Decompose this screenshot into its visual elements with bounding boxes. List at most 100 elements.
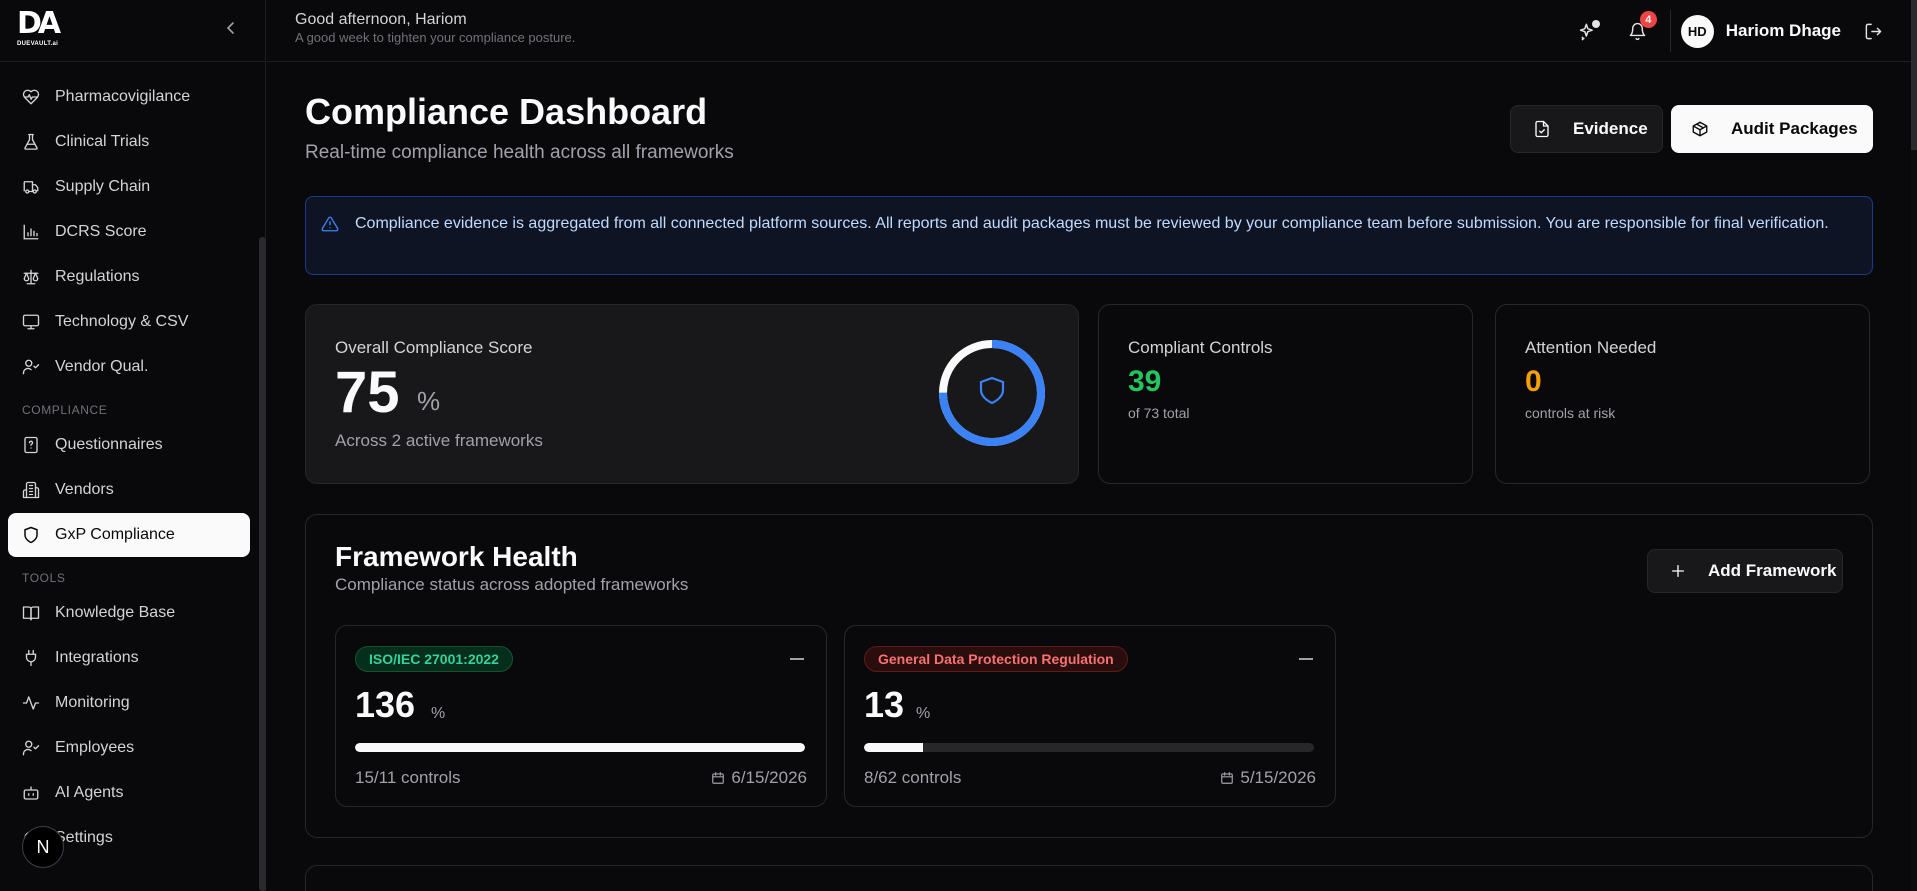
ai-assistant-button[interactable]	[1574, 17, 1602, 45]
sidebar-item-pharmacovigilance[interactable]: Pharmacovigilance	[8, 75, 250, 119]
sidebar-item-label: Clinical Trials	[55, 133, 150, 150]
overall-score-card: Overall Compliance Score 75 % Across 2 a…	[305, 304, 1079, 484]
sidebar-item-gxp-compliance[interactable]: GxP Compliance	[8, 513, 250, 557]
framework-health-subtitle: Compliance status across adopted framewo…	[335, 575, 689, 594]
sidebar-item-label: DCRS Score	[55, 223, 147, 240]
shield-icon	[22, 526, 40, 544]
score-ring	[939, 340, 1045, 446]
audit-packages-button[interactable]: Audit Packages	[1671, 105, 1873, 153]
calendar-icon	[711, 771, 725, 785]
main-scrollbar-track	[1911, 0, 1917, 891]
status-dot	[1591, 20, 1600, 28]
compliant-controls-label: Compliant Controls	[1128, 338, 1273, 357]
header-divider	[1669, 10, 1671, 52]
logout-button[interactable]	[1859, 17, 1887, 45]
overall-score-label: Overall Compliance Score	[335, 338, 533, 357]
collapse-sidebar-button[interactable]	[222, 18, 240, 38]
framework-card-iso27001[interactable]: ISO/IEC 27001:2022 136 % 15/11 controls …	[335, 625, 827, 807]
audit-packages-button-label: Audit Packages	[1731, 119, 1858, 138]
bot-icon	[22, 784, 40, 802]
framework-menu-button[interactable]	[1299, 658, 1313, 660]
sidebar-item-monitoring[interactable]: Monitoring	[8, 681, 250, 725]
sidebar-item-clinical-trials[interactable]: Clinical Trials	[8, 120, 250, 164]
evidence-button-label: Evidence	[1573, 119, 1648, 138]
framework-percent: 136	[355, 684, 416, 725]
dev-badge-letter: N	[36, 836, 50, 857]
heart-pulse-icon	[22, 88, 40, 106]
attention-needed-card: Attention Needed 0 controls at risk	[1495, 304, 1870, 484]
chevron-left-icon	[226, 22, 234, 34]
notice-text: Compliance evidence is aggregated from a…	[355, 215, 1829, 232]
sidebar-item-questionnaires[interactable]: Questionnaires	[8, 423, 250, 467]
building-icon	[22, 481, 40, 499]
user-check-icon	[22, 358, 40, 376]
framework-menu-button[interactable]	[790, 658, 804, 660]
sidebar-item-technology-csv[interactable]: Technology & CSV	[8, 300, 250, 344]
logout-icon	[1865, 23, 1881, 39]
user-check-icon	[22, 739, 40, 757]
sidebar-item-vendor-qual[interactable]: Vendor Qual.	[8, 345, 250, 389]
notification-count-badge: 4	[1639, 11, 1657, 28]
framework-controls-count: 15/11 controls	[355, 768, 461, 787]
due-date-text: 6/15/2026	[731, 768, 807, 787]
activity-icon	[22, 694, 40, 712]
scale-icon	[22, 268, 40, 286]
framework-health-title: Framework Health	[335, 541, 578, 572]
sidebar-item-label: Pharmacovigilance	[55, 88, 191, 105]
file-question-icon	[22, 436, 40, 454]
sidebar-item-integrations[interactable]: Integrations	[8, 636, 250, 680]
overall-score-unit: %	[417, 386, 441, 416]
sidebar-item-regulations[interactable]: Regulations	[8, 255, 250, 299]
add-framework-label: Add Framework	[1708, 561, 1837, 580]
sidebar-scrollbar[interactable]	[259, 237, 266, 891]
sidebar-item-label: Integrations	[55, 649, 139, 666]
sidebar-item-dcrs-score[interactable]: DCRS Score	[8, 210, 250, 254]
notifications-button[interactable]: 4	[1624, 11, 1657, 45]
top-header: Good afternoon, Hariom A good week to ti…	[267, 0, 1911, 62]
sidebar-item-label: Questionnaires	[55, 436, 163, 453]
sidebar-item-label: Technology & CSV	[55, 313, 189, 330]
calendar-icon	[1220, 771, 1234, 785]
attention-needed-value: 0	[1525, 365, 1542, 398]
sidebar-item-label: Settings	[55, 829, 113, 846]
shield-icon	[979, 376, 1005, 405]
add-framework-button[interactable]: Add Framework	[1647, 549, 1843, 593]
main-scrollbar[interactable]	[1911, 0, 1917, 150]
truck-icon	[22, 178, 40, 196]
framework-progress-bar	[864, 743, 1314, 752]
sidebar-item-label: Employees	[55, 739, 135, 756]
sidebar-item-knowledge-base[interactable]: Knowledge Base	[8, 591, 250, 635]
sidebar-item-ai-agents[interactable]: AI Agents	[8, 771, 250, 815]
framework-card-gdpr[interactable]: General Data Protection Regulation 13 % …	[844, 625, 1336, 807]
greeting-subtitle: A good week to tighten your compliance p…	[295, 30, 576, 45]
user-name[interactable]: Hariom Dhage	[1725, 21, 1841, 40]
framework-due-date: 5/15/2026	[1220, 768, 1316, 788]
sidebar-item-label: Vendors	[55, 481, 114, 498]
alert-triangle-icon	[321, 215, 339, 238]
framework-percent-unit: %	[916, 705, 931, 722]
sidebar-item-label: AI Agents	[55, 784, 124, 801]
sidebar-item-label: Monitoring	[55, 694, 130, 711]
progress-fill	[864, 743, 923, 752]
framework-controls-count: 8/62 controls	[864, 768, 962, 787]
bell-icon	[1629, 22, 1646, 40]
sidebar-item-employees[interactable]: Employees	[8, 726, 250, 770]
duevault-logo[interactable]: DA DUEVAULT.ai	[17, 9, 61, 49]
evidence-button[interactable]: Evidence	[1510, 105, 1663, 153]
next-section-card	[305, 865, 1873, 891]
sidebar-item-label: Vendor Qual.	[55, 358, 149, 375]
due-date-text: 5/15/2026	[1240, 768, 1316, 787]
dev-tools-badge[interactable]: N	[22, 826, 64, 868]
logo-wordmark: DUEVAULT.ai	[17, 41, 59, 47]
compliant-controls-total: of 73 total	[1128, 405, 1190, 421]
sidebar-item-vendors[interactable]: Vendors	[8, 468, 250, 512]
section-label-tools: TOOLS	[22, 571, 66, 585]
framework-percent-unit: %	[431, 705, 446, 722]
page-subtitle: Real-time compliance health across all f…	[305, 142, 734, 163]
sidebar-item-supply-chain[interactable]: Supply Chain	[8, 165, 250, 209]
plug-icon	[22, 649, 40, 667]
header-actions: 4 HD Hariom Dhage	[1574, 0, 1911, 62]
user-avatar[interactable]: HD	[1680, 14, 1714, 48]
progress-fill	[355, 743, 805, 752]
